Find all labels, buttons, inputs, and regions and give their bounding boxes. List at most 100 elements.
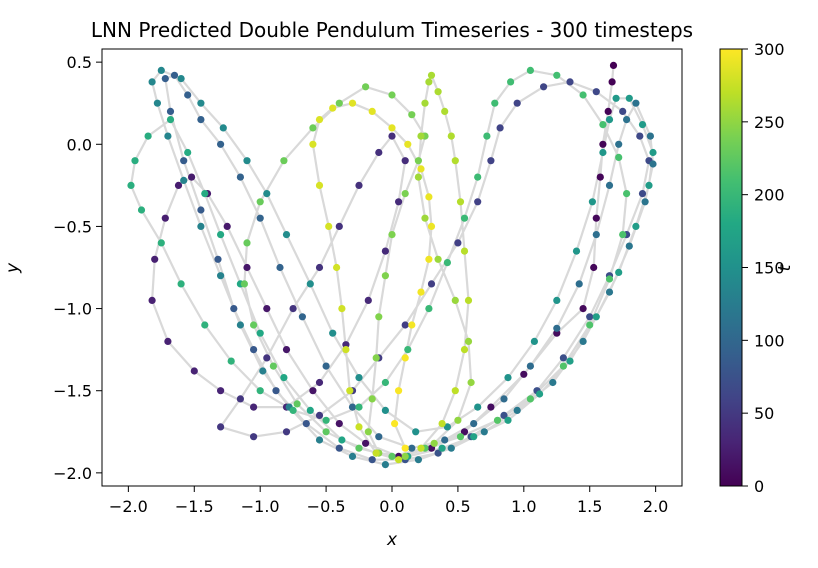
data-point [315, 263, 324, 272]
data-point [375, 313, 383, 321]
y-tick-label: −2.0 [53, 464, 92, 483]
data-point [223, 222, 231, 230]
data-point [632, 222, 640, 230]
data-point [256, 214, 264, 222]
data-point [487, 403, 495, 411]
data-point [438, 420, 446, 428]
data-point [530, 337, 539, 345]
data-point [236, 395, 244, 403]
data-point [623, 116, 631, 124]
data-point [395, 387, 403, 395]
data-point [250, 433, 258, 441]
data-point [408, 444, 416, 452]
data-point [427, 222, 436, 230]
data-point [553, 296, 561, 304]
data-point [401, 321, 409, 329]
data-point [217, 272, 225, 280]
data-point [456, 198, 465, 206]
data-point [441, 107, 449, 115]
data-point [417, 132, 425, 140]
data-point [322, 362, 330, 370]
data-point [362, 439, 370, 447]
data-point [309, 140, 317, 148]
data-point [649, 160, 657, 168]
data-point [421, 99, 429, 107]
data-point [645, 181, 653, 189]
data-point [298, 313, 306, 321]
data-point [427, 280, 436, 288]
data-point [348, 403, 357, 411]
x-axis-label: x [386, 530, 398, 550]
data-point [649, 148, 657, 157]
data-point [230, 305, 238, 313]
data-point [177, 75, 185, 83]
data-point [250, 346, 258, 354]
data-point [197, 206, 205, 214]
data-point [329, 329, 337, 337]
data-point [395, 456, 403, 464]
data-point [197, 99, 205, 107]
data-point [579, 305, 587, 313]
data-point [474, 198, 482, 206]
data-point [414, 157, 422, 165]
data-point [470, 420, 478, 428]
data-point [180, 176, 188, 184]
data-point [470, 433, 478, 441]
colorbar-label: t [775, 263, 795, 271]
data-point [483, 132, 491, 140]
data-point [184, 148, 192, 157]
data-point [467, 378, 475, 387]
data-point [315, 436, 324, 444]
data-point [335, 420, 343, 428]
data-point [395, 198, 403, 206]
data-point [559, 354, 568, 362]
data-point [236, 173, 244, 181]
data-point [177, 280, 185, 288]
data-point [460, 346, 469, 354]
data-point [632, 99, 640, 107]
data-point [599, 140, 607, 148]
data-point [250, 403, 258, 411]
data-point [549, 378, 557, 387]
data-point [507, 78, 515, 86]
data-point [464, 296, 473, 304]
data-point [646, 132, 655, 140]
data-point [180, 157, 188, 165]
data-point [263, 354, 271, 362]
data-point [269, 362, 277, 370]
data-point [638, 121, 647, 129]
colorbar-tick-label: 150 [754, 259, 785, 278]
data-point [553, 71, 561, 79]
data-point [355, 374, 363, 382]
data-point [566, 78, 574, 86]
y-axis-ticks: 0.5 0.0 −0.5 −1.0 −1.5 −2.0 [53, 53, 102, 483]
data-point [612, 94, 620, 102]
data-point [579, 337, 587, 345]
data-point [388, 91, 396, 99]
data-point [282, 428, 291, 436]
data-point [280, 157, 288, 165]
data-point [430, 439, 438, 447]
data-point [460, 428, 469, 436]
data-point [236, 321, 244, 329]
data-point [536, 390, 544, 398]
data-point [566, 357, 574, 365]
data-point [513, 406, 521, 414]
data-point [599, 148, 607, 157]
data-point [590, 263, 598, 272]
data-point [306, 406, 314, 414]
data-point [250, 321, 258, 329]
data-point [454, 239, 462, 247]
data-point [592, 313, 600, 321]
data-point [434, 88, 442, 96]
data-point [425, 305, 433, 313]
data-point [174, 181, 183, 189]
colorbar [719, 48, 743, 487]
data-point [609, 61, 618, 69]
data-point [638, 190, 647, 198]
data-point [641, 198, 649, 206]
data-point [151, 255, 159, 263]
data-point [605, 275, 614, 283]
data-point [417, 165, 425, 173]
data-point [447, 132, 455, 140]
